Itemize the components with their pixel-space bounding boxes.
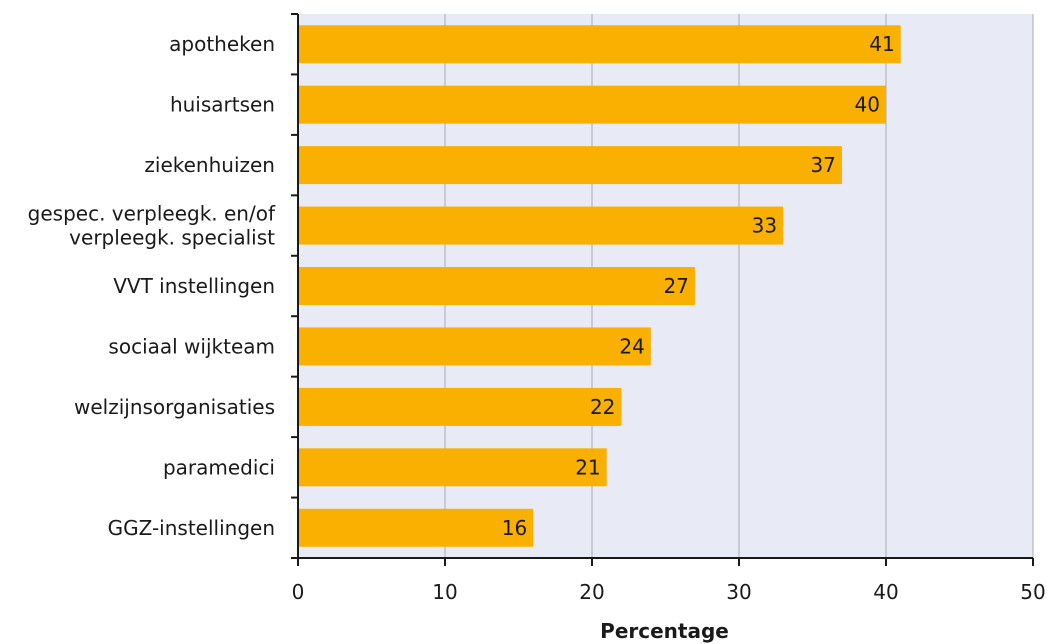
bar-value-label: 22 — [590, 395, 615, 419]
bar-value-label: 24 — [619, 334, 644, 358]
bar-value-label: 40 — [855, 93, 880, 117]
x-tick-label: 40 — [873, 580, 898, 604]
category-label: apotheken — [169, 32, 275, 56]
bar — [298, 327, 651, 366]
x-tick-label: 10 — [432, 580, 457, 604]
y-axis: apotheken huisartsen ziekenhuizen gespec. v… — [28, 13, 299, 559]
x-tick-label: 20 — [579, 580, 604, 604]
bars: 41 40 37 33 27 24 22 21 16 — [298, 25, 901, 547]
category-label: huisartsen — [170, 93, 275, 117]
category-label: ziekenhuizen — [144, 153, 275, 177]
bar-value-label: 41 — [869, 32, 894, 56]
bar-value-label: 37 — [810, 153, 835, 177]
bar — [298, 146, 842, 185]
x-axis: 0 10 20 30 40 50 — [292, 557, 1046, 604]
bar-value-label: 16 — [502, 516, 527, 540]
bar-value-label: 21 — [575, 455, 600, 479]
bar-value-label: 33 — [752, 214, 777, 238]
category-label: welzijnsorganisaties — [74, 395, 275, 419]
category-label: gespec. verpleegk. en/of — [28, 202, 276, 226]
category-label: GGZ-instellingen — [108, 516, 275, 540]
bar-value-label: 27 — [663, 274, 688, 298]
category-label: VVT instellingen — [113, 274, 275, 298]
x-tick-label: 30 — [726, 580, 751, 604]
x-axis-title: Percentage — [600, 619, 729, 643]
bar — [298, 267, 695, 305]
category-label: verpleegk. specialist — [69, 226, 275, 250]
x-tick-label: 0 — [292, 580, 305, 604]
category-label: sociaal wijkteam — [108, 334, 275, 358]
bar — [298, 448, 607, 487]
x-tick-label: 50 — [1020, 580, 1045, 604]
bar — [298, 85, 886, 124]
bar — [298, 206, 784, 245]
bar — [298, 387, 622, 426]
bar — [298, 25, 901, 64]
category-label: paramedici — [163, 455, 275, 479]
bar — [298, 508, 534, 547]
